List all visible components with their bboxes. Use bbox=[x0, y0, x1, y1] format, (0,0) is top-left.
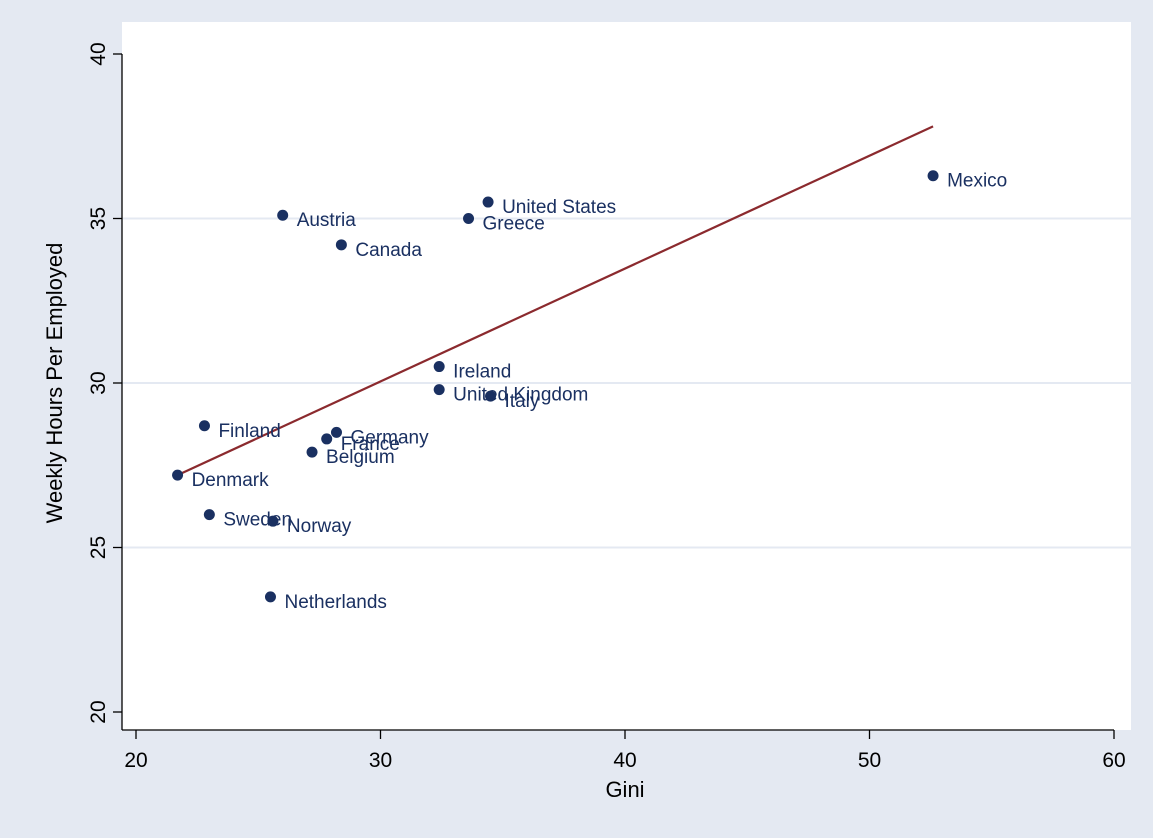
plot-area bbox=[122, 22, 1131, 730]
data-point: Netherlands bbox=[264, 591, 387, 613]
point-label: Mexico bbox=[947, 171, 1007, 192]
data-point: Mexico bbox=[927, 170, 1007, 192]
point-marker bbox=[463, 213, 475, 224]
data-point: Austria bbox=[277, 209, 357, 231]
data-point: France bbox=[321, 433, 400, 455]
data-point: Germany bbox=[330, 426, 429, 448]
point-label: Germany bbox=[350, 427, 429, 448]
point-label: Denmark bbox=[192, 470, 270, 491]
data-point: United States bbox=[482, 196, 616, 218]
point-marker bbox=[433, 384, 445, 396]
x-tick-label: 50 bbox=[858, 749, 881, 772]
data-point: Belgium bbox=[306, 446, 395, 468]
data-point: Norway bbox=[267, 515, 352, 537]
point-label: Norway bbox=[287, 516, 352, 537]
data-point: Finland bbox=[198, 420, 281, 442]
x-tick-label: 60 bbox=[1102, 749, 1125, 772]
point-marker bbox=[330, 426, 342, 438]
point-marker bbox=[433, 361, 445, 373]
point-marker bbox=[172, 469, 184, 481]
point-label: Canada bbox=[355, 240, 422, 261]
data-point: Ireland bbox=[433, 361, 511, 383]
axes bbox=[121, 54, 1114, 731]
y-tick-label: 20 bbox=[87, 700, 110, 723]
point-marker bbox=[321, 433, 333, 445]
fit-line bbox=[177, 125, 934, 477]
data-point: Italy bbox=[485, 390, 540, 412]
x-tick-label: 40 bbox=[613, 749, 636, 772]
fit-line-group bbox=[177, 125, 934, 477]
point-marker bbox=[203, 509, 215, 521]
data-point: Greece bbox=[463, 213, 545, 235]
point-label: Belgium bbox=[326, 447, 395, 468]
y-tick-label: 40 bbox=[87, 42, 110, 65]
x-tick-label: 30 bbox=[369, 749, 392, 772]
point-label: United States bbox=[502, 197, 616, 218]
point-marker bbox=[485, 390, 497, 402]
x-axis-title: Gini bbox=[605, 777, 644, 802]
point-marker bbox=[482, 196, 494, 208]
point-marker bbox=[306, 446, 318, 458]
point-label: Ireland bbox=[453, 362, 511, 383]
point-label: Sweden bbox=[223, 510, 292, 531]
point-marker bbox=[277, 209, 289, 221]
y-tick-label: 30 bbox=[87, 371, 110, 394]
point-label: Austria bbox=[297, 210, 357, 231]
point-marker bbox=[267, 515, 279, 527]
point-label: France bbox=[341, 434, 400, 455]
y-tick-label: 35 bbox=[87, 207, 110, 230]
y-axis-title: Weekly Hours Per Employed bbox=[42, 243, 67, 524]
point-marker bbox=[264, 591, 276, 603]
data-point: Canada bbox=[335, 239, 422, 261]
point-label: Netherlands bbox=[284, 592, 386, 613]
data-point: Denmark bbox=[172, 469, 270, 491]
point-label: Greece bbox=[483, 214, 545, 235]
point-label: Italy bbox=[505, 391, 540, 412]
point-marker bbox=[335, 239, 347, 251]
y-axis-ticks: 20 25 30 35 40 bbox=[87, 42, 122, 724]
gridlines bbox=[122, 217, 1131, 549]
point-marker bbox=[927, 170, 939, 182]
point-marker bbox=[198, 420, 210, 432]
x-tick-label: 20 bbox=[124, 749, 147, 772]
point-label: Finland bbox=[218, 421, 280, 442]
x-axis-ticks: 20 30 40 50 60 bbox=[124, 730, 1126, 772]
y-tick-label: 25 bbox=[87, 536, 110, 559]
